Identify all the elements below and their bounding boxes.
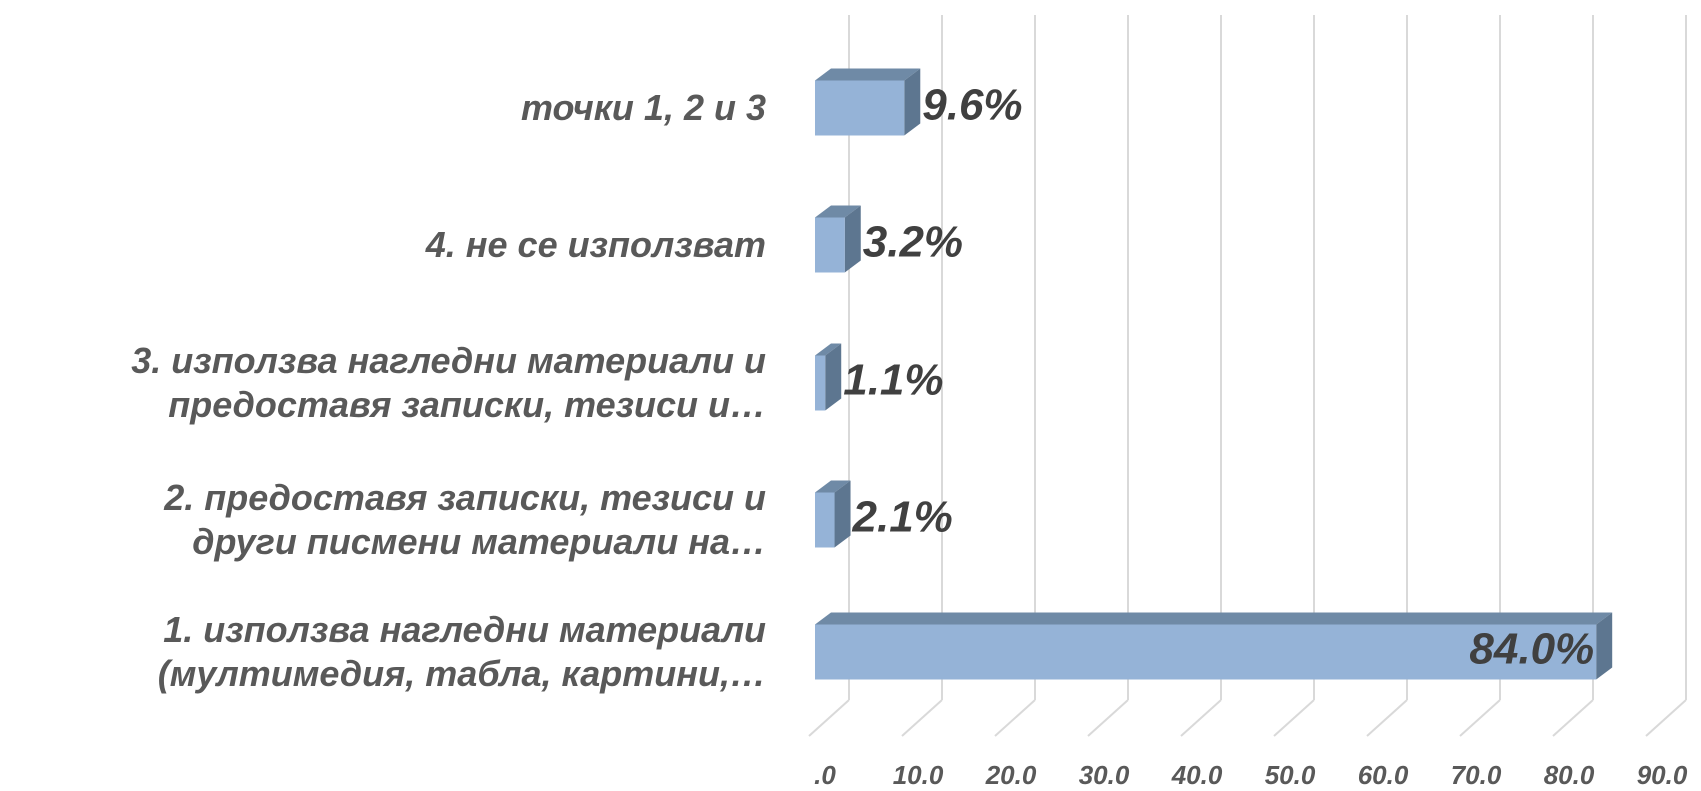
value-label: 9.6% [922,81,1022,130]
floor-line [808,699,850,737]
bar-side [825,343,842,411]
x-tick-label: 60.0 [1358,760,1409,790]
value-label: 84.0% [1469,625,1594,674]
x-tick-label: 30.0 [1079,760,1130,790]
floor-line [994,699,1036,737]
category-label: 4. не се използват [425,224,766,265]
bar-top [815,480,851,493]
floor-line [1552,699,1594,737]
bar-top [815,343,842,356]
category-label: 3. използва нагледни материали и предост… [131,340,766,425]
x-tick-label: 80.0 [1544,760,1595,790]
bar [815,355,826,411]
bar-side [844,205,861,273]
bar [815,492,835,548]
floor-line [1645,699,1687,737]
floor-line [1273,699,1315,737]
x-tick-label: 90.0 [1637,760,1688,790]
bar-top [815,68,921,81]
floor-line [1180,699,1222,737]
floor-line [1087,699,1129,737]
floor-line [1366,699,1408,737]
bar [815,624,1597,680]
bar-top [815,612,1613,625]
x-tick-label: 20.0 [985,760,1037,790]
bar-side [904,68,921,136]
x-tick-label: .0 [814,760,836,790]
bar [815,217,845,273]
value-label: 2.1% [852,493,953,542]
floor-line [901,699,943,737]
value-label: 1.1% [843,356,943,405]
x-tick-label: 40.0 [1171,760,1223,790]
bar-side [834,480,851,548]
category-label: 1. използва нагледни материали (мултимед… [157,609,766,694]
x-tick-label: 70.0 [1451,760,1502,790]
x-tick-label: 50.0 [1265,760,1316,790]
bar [815,80,905,136]
x-tick-label: 10.0 [893,760,944,790]
category-label: 2. предоставя записки, тезиси и други пи… [164,477,766,562]
bar-top [815,205,861,218]
floor-line [1459,699,1501,737]
value-label: 3.2% [863,218,963,267]
bar-side [1596,612,1613,680]
category-label: точки 1, 2 и 3 [520,87,766,128]
